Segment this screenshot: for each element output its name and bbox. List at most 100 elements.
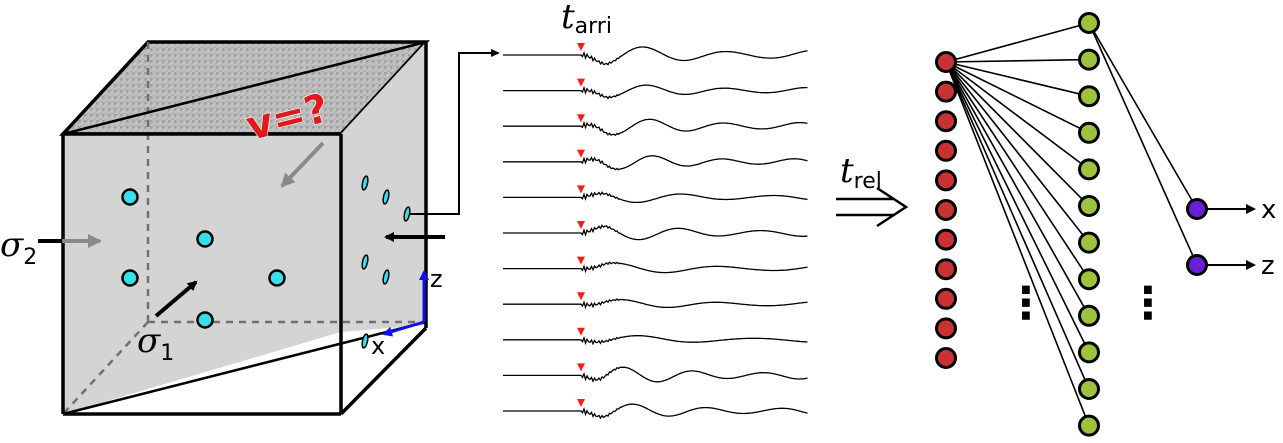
- waveform-trace: [503, 335, 808, 346]
- sensor: [121, 269, 139, 287]
- arrival-marker: [577, 256, 585, 265]
- input-node: [935, 110, 957, 133]
- connection: [945, 61, 1090, 390]
- arrival-marker: [577, 185, 585, 194]
- input-node: [935, 347, 957, 369]
- output-arrowhead: [1246, 204, 1256, 214]
- output-ellipsis: ⋮: [1126, 278, 1170, 329]
- waveform-trace: [503, 224, 808, 241]
- waveform-trace: [503, 366, 808, 383]
- cube-right-face: [341, 42, 426, 332]
- section-line-top: [62, 40, 427, 136]
- x-axis: [382, 320, 425, 337]
- x-axis-label: x: [371, 332, 385, 360]
- connection: [945, 61, 1090, 97]
- hidden-node: [1078, 48, 1100, 71]
- sensor: [361, 175, 369, 191]
- output-label: x: [1261, 195, 1276, 225]
- signal-connector-arrowhead: [491, 49, 500, 57]
- waveform-trace: [503, 403, 808, 420]
- z-axis-label: z: [430, 265, 443, 293]
- waveform-trace: [503, 84, 808, 100]
- relative-time-transform: trel: [836, 151, 909, 228]
- hidden-node: [1078, 304, 1100, 327]
- neural-network: xz ⋮ ⋮: [935, 12, 1276, 437]
- input-ellipsis: ⋮: [1004, 278, 1048, 329]
- sensor: [403, 206, 411, 222]
- specimen-cube: v=? σ2 σ1 z: [0, 40, 500, 416]
- input-node: [935, 51, 957, 73]
- network-nodes: xz: [935, 12, 1276, 437]
- hidden-node: [1078, 158, 1100, 181]
- sensor: [121, 188, 139, 206]
- connection: [945, 61, 1090, 280]
- hidden-node: [1078, 341, 1100, 364]
- arrival-time-label: tarri: [561, 0, 612, 39]
- cube-front-face: [63, 134, 341, 414]
- waveform-trace: [503, 191, 808, 204]
- input-node: [935, 80, 957, 103]
- sensor: [361, 333, 369, 349]
- input-node: [935, 199, 957, 221]
- connection: [945, 61, 1090, 134]
- waveform-trace: [503, 261, 808, 274]
- hidden-node: [1078, 268, 1100, 291]
- input-node: [935, 228, 957, 251]
- output-label: z: [1261, 251, 1275, 281]
- arrival-marker: [577, 43, 585, 51]
- sensor: [196, 311, 214, 329]
- input-node: [935, 287, 957, 310]
- waveform-trace: [503, 298, 808, 310]
- output-node: [1186, 198, 1208, 220]
- waveform-traces: [503, 43, 808, 420]
- connection: [945, 61, 1090, 317]
- connection: [1088, 22, 1198, 266]
- connection: [945, 61, 1090, 171]
- signal-connector: [410, 52, 493, 215]
- hidden-node: [1078, 85, 1100, 108]
- sensor: [196, 230, 214, 248]
- output-arrowhead: [1246, 260, 1256, 270]
- arrival-marker: [577, 292, 585, 301]
- network-connections: [945, 22, 1198, 426]
- connection: [945, 61, 1090, 207]
- sigma1-label: σ1: [137, 321, 174, 366]
- connection: [945, 61, 1090, 353]
- hidden-node: [1078, 121, 1100, 144]
- hidden-node: [1078, 12, 1100, 34]
- input-node: [935, 139, 957, 162]
- front-sensors: [121, 188, 286, 329]
- cube-hidden-edges: [62, 42, 426, 415]
- propagation-arrow: [280, 141, 325, 188]
- waveform-trace: [503, 46, 808, 66]
- sensor: [382, 269, 390, 285]
- output-node: [1186, 254, 1208, 276]
- waveform-trace: [503, 155, 808, 171]
- waveform-panel: tarri: [503, 0, 808, 420]
- hidden-node: [1078, 231, 1100, 254]
- arrival-marker: [577, 363, 585, 372]
- input-node: [935, 258, 957, 281]
- waveform-trace: [503, 118, 808, 137]
- connection: [945, 58, 1090, 63]
- input-node: [935, 169, 957, 192]
- arrival-marker: [577, 327, 585, 336]
- cube-edges: [61, 42, 428, 416]
- arrival-marker: [577, 78, 585, 87]
- arrival-marker: [577, 399, 585, 407]
- hidden-node: [1078, 195, 1100, 217]
- side-sensors: [361, 175, 411, 349]
- arrival-marker: [577, 149, 585, 158]
- sensor: [268, 269, 286, 287]
- sensor: [361, 254, 369, 270]
- connection: [1088, 22, 1198, 210]
- arrival-marker: [577, 221, 585, 229]
- relative-time-label: trel: [840, 151, 882, 194]
- input-node: [935, 317, 957, 340]
- sigma1-arrow: [154, 280, 198, 318]
- connection: [945, 61, 1090, 426]
- sensor: [382, 189, 390, 205]
- arrival-marker: [577, 114, 585, 123]
- hidden-node: [1078, 378, 1100, 400]
